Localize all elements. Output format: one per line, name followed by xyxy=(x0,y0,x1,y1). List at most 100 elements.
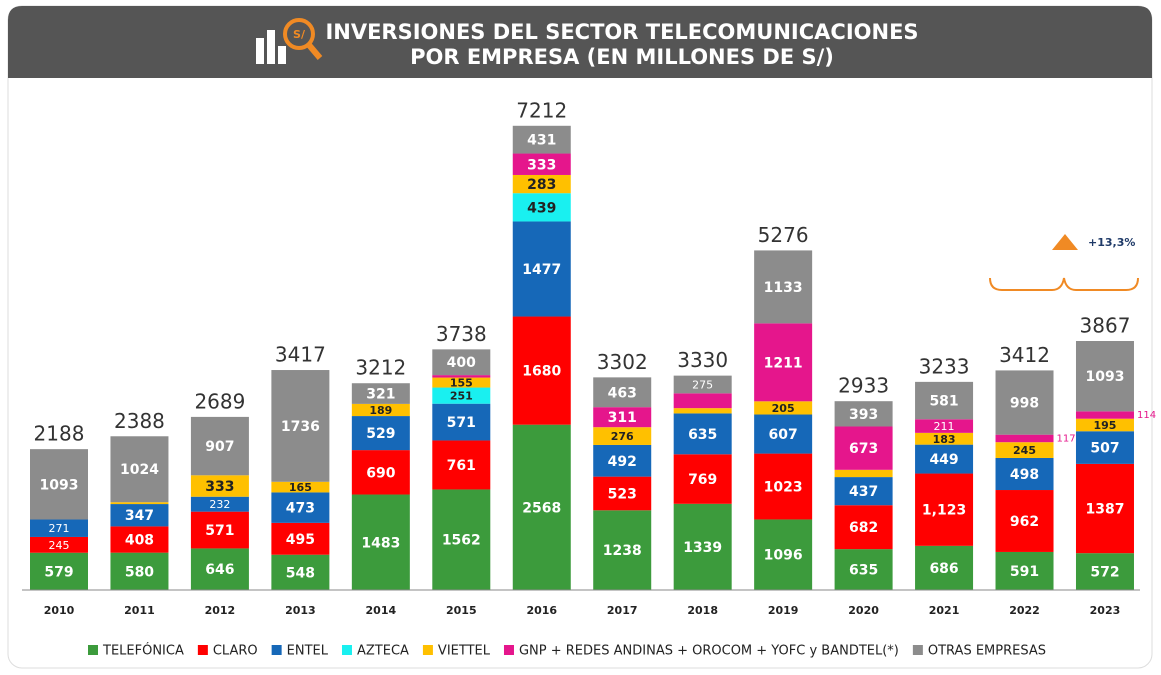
data-label: 437 xyxy=(849,484,878,500)
chart-title: POR EMPRESA (EN MILLONES DE S/) xyxy=(410,45,834,69)
data-label: 347 xyxy=(125,508,154,524)
bar-segment xyxy=(593,427,652,445)
data-label: 463 xyxy=(608,385,637,401)
annotation: +13,3% xyxy=(1088,236,1135,249)
data-label: 907 xyxy=(205,439,234,455)
bar-segment xyxy=(1075,340,1134,412)
bar-segment xyxy=(593,510,652,590)
data-label: 275 xyxy=(692,378,713,391)
total-label: 3412 xyxy=(999,343,1050,367)
total-label: 3302 xyxy=(597,350,648,374)
legend-swatch xyxy=(197,645,208,655)
bar-segment xyxy=(673,375,732,394)
chart-title: INVERSIONES DEL SECTOR TELECOMUNICACIONE… xyxy=(325,20,918,44)
data-label: 1093 xyxy=(40,477,79,493)
svg-text:S/: S/ xyxy=(293,28,306,41)
total-label: 2388 xyxy=(114,409,165,433)
x-tick-label: 2018 xyxy=(687,604,718,617)
data-label: 439 xyxy=(527,200,556,216)
data-label: 205 xyxy=(772,402,795,415)
data-label: 1,123 xyxy=(922,503,966,519)
total-label: 7212 xyxy=(516,98,567,122)
data-label: 1387 xyxy=(1085,502,1124,518)
data-label: 492 xyxy=(608,454,637,470)
data-label: 321 xyxy=(366,387,395,403)
data-label: 183 xyxy=(933,433,956,446)
data-label: 591 xyxy=(1010,564,1039,580)
data-label: 245 xyxy=(1013,444,1036,457)
data-label: 1483 xyxy=(361,535,400,551)
bar-segment xyxy=(834,426,893,470)
data-label: 635 xyxy=(849,563,878,579)
bar-segment xyxy=(673,503,732,590)
bar-segment xyxy=(512,174,571,194)
data-label: 579 xyxy=(44,564,73,580)
bar-segment xyxy=(512,125,571,154)
legend-label: ENTEL xyxy=(287,644,329,659)
data-label: 408 xyxy=(125,533,154,549)
x-tick-label: 2021 xyxy=(929,604,960,617)
bar-segment xyxy=(1075,411,1134,419)
total-label: 3867 xyxy=(1080,313,1131,337)
bar-segment xyxy=(30,449,88,520)
bar-segment xyxy=(351,416,410,451)
data-label: 311 xyxy=(608,410,637,426)
x-tick-label: 2019 xyxy=(768,604,799,617)
bar-segment xyxy=(754,250,813,324)
bar-segment xyxy=(915,545,974,590)
legend-swatch xyxy=(422,645,433,655)
bar-segment xyxy=(834,477,893,506)
data-label: 607 xyxy=(769,427,798,443)
bar-segment xyxy=(432,349,491,376)
x-tick-label: 2013 xyxy=(285,604,316,617)
total-label: 2188 xyxy=(34,422,85,446)
bar-segment xyxy=(432,440,491,490)
data-label: 211 xyxy=(934,420,955,433)
data-label: 1680 xyxy=(522,364,561,380)
legend-label: VIETTEL xyxy=(438,644,491,659)
legend-label: CLARO xyxy=(213,644,258,659)
legend-swatch xyxy=(503,645,514,655)
legend-label: GNP + REDES ANDINAS + OROCOM + YOFC y BA… xyxy=(519,644,899,659)
bar-segment xyxy=(915,419,974,433)
total-label: 3212 xyxy=(355,356,406,380)
x-tick-label: 2017 xyxy=(607,604,638,617)
bracket xyxy=(989,277,1139,291)
bar-segment xyxy=(512,153,571,175)
bar-segment xyxy=(432,403,491,441)
data-label: 1562 xyxy=(442,533,481,549)
bar-segment xyxy=(110,526,169,553)
data-label: 572 xyxy=(1090,565,1119,581)
bar-segment xyxy=(190,416,249,476)
total-label: 3233 xyxy=(919,354,970,378)
x-tick-label: 2014 xyxy=(366,604,397,617)
legend-swatch xyxy=(271,645,282,655)
data-label: 769 xyxy=(688,472,717,488)
bar-segment xyxy=(834,401,893,427)
bar-segment xyxy=(673,413,732,455)
bar-segment xyxy=(351,383,410,404)
data-label: 251 xyxy=(450,390,473,403)
data-label: 1477 xyxy=(522,262,561,278)
bar-segment xyxy=(915,444,974,474)
total-label: 3417 xyxy=(275,343,326,367)
bar-segment xyxy=(351,494,410,590)
total-label: 2933 xyxy=(838,374,889,398)
data-label: 431 xyxy=(527,133,556,149)
bar-segment xyxy=(190,511,249,549)
data-label: 571 xyxy=(205,523,234,539)
bar-segment xyxy=(110,502,169,505)
data-label: 690 xyxy=(366,465,395,481)
bar-segment xyxy=(673,408,732,414)
bar-segment xyxy=(995,442,1054,458)
data-label: 1736 xyxy=(281,419,320,435)
x-tick-label: 2012 xyxy=(205,604,236,617)
data-label: 155 xyxy=(450,377,473,390)
bar-segment xyxy=(190,548,249,590)
data-label: 333 xyxy=(205,479,234,495)
bar-segment xyxy=(351,450,410,495)
data-label: 686 xyxy=(929,561,958,577)
x-tick-label: 2020 xyxy=(848,604,879,617)
bar-segment xyxy=(110,504,169,527)
